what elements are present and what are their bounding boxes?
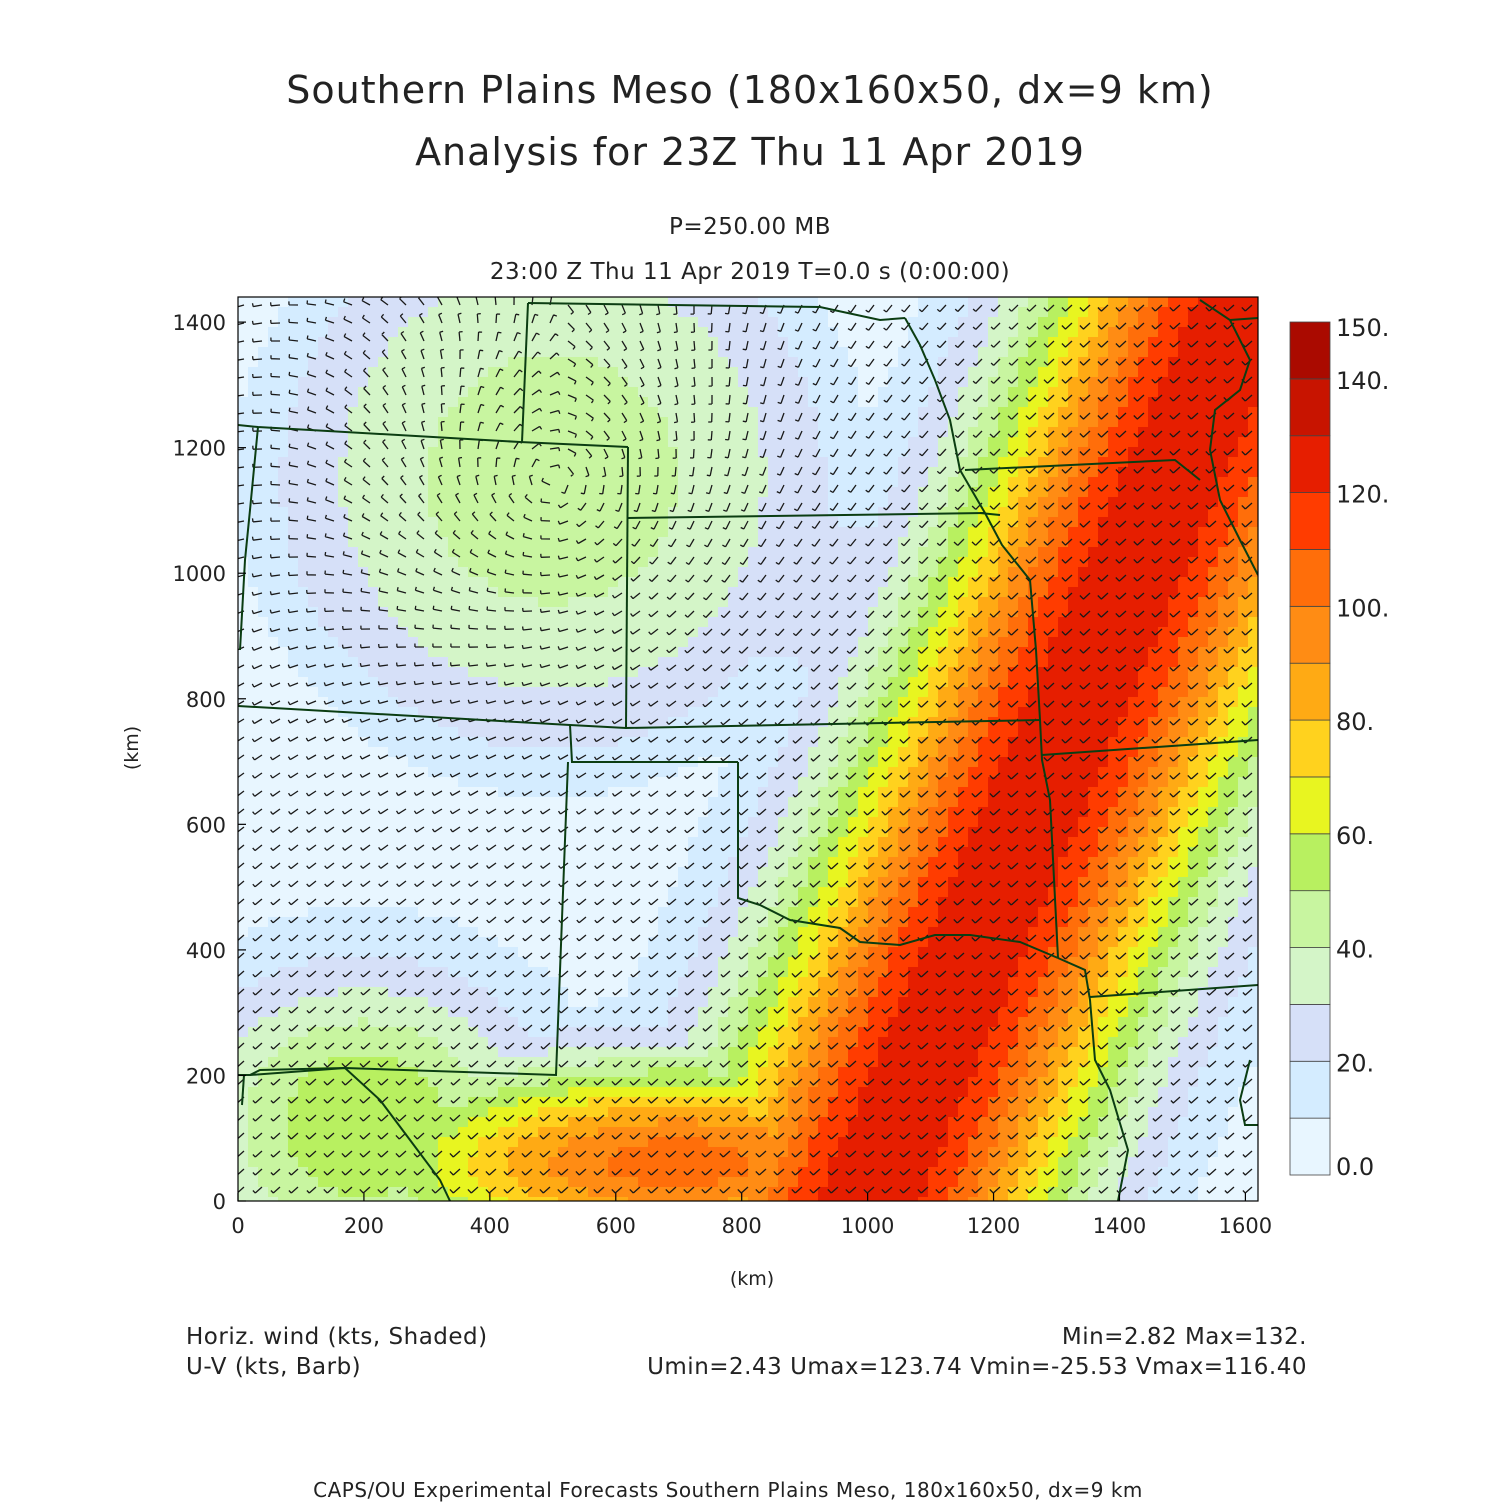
- x-tick-label: 400: [470, 1214, 510, 1238]
- colorbar-swatch: [1290, 322, 1330, 379]
- colorbar-swatch: [1290, 1118, 1330, 1175]
- field-desc-barb: U-V (kts, Barb): [186, 1354, 361, 1380]
- x-tick-label: 0: [231, 1214, 244, 1238]
- colorbar-swatch: [1290, 549, 1330, 606]
- y-tick-label: 400: [186, 939, 226, 963]
- y-tick-label: 1400: [173, 311, 226, 335]
- colorbar-label: 20.: [1336, 1049, 1374, 1077]
- colorbar-swatch: [1290, 493, 1330, 550]
- y-tick-label: 1000: [173, 562, 226, 586]
- colorbar-swatch: [1290, 834, 1330, 891]
- colorbar: [1290, 322, 1330, 1175]
- colorbar-label: 40.: [1336, 936, 1374, 964]
- colorbar-swatch: [1290, 948, 1330, 1005]
- field-desc-shaded: Horiz. wind (kts, Shaded): [186, 1324, 488, 1350]
- y-tick-label: 0: [213, 1190, 226, 1214]
- x-tick-label: 800: [722, 1214, 762, 1238]
- x-axis-label: (km): [730, 1268, 774, 1290]
- uv-stats: Umin=2.43 Umax=123.74 Vmin=-25.53 Vmax=1…: [647, 1354, 1307, 1380]
- colorbar-swatch: [1290, 891, 1330, 948]
- colorbar-label: 120.: [1336, 481, 1389, 509]
- y-axis-label: (km): [121, 726, 143, 770]
- x-tick-label: 1400: [1093, 1214, 1146, 1238]
- colorbar-label: 140.: [1336, 367, 1389, 395]
- colorbar-swatch: [1290, 720, 1330, 777]
- colorbar-swatch: [1290, 777, 1330, 834]
- colorbar-swatch: [1290, 436, 1330, 493]
- colorbar-swatch: [1290, 606, 1330, 663]
- colorbar-label: 150.: [1336, 314, 1389, 342]
- colorbar-swatch: [1290, 379, 1330, 436]
- credit-line: CAPS/OU Experimental Forecasts Southern …: [0, 1478, 1456, 1502]
- x-tick-label: 600: [596, 1214, 636, 1238]
- colorbar-label: 80.: [1336, 708, 1374, 736]
- y-tick-label: 200: [186, 1064, 226, 1088]
- colorbar-label: 0.0: [1336, 1153, 1374, 1181]
- colorbar-labels: 0.0 20. 40. 60. 80. 100. 120. 140. 150.: [1336, 314, 1389, 1181]
- colorbar-swatch: [1290, 663, 1330, 720]
- y-tick-label: 1200: [173, 437, 226, 461]
- colorbar-label: 100.: [1336, 594, 1389, 622]
- x-tick-label: 1000: [841, 1214, 894, 1238]
- colorbar-swatch: [1290, 1061, 1330, 1118]
- x-tick-label: 200: [344, 1214, 384, 1238]
- x-tick-label: 1200: [967, 1214, 1020, 1238]
- x-tick-label: 1600: [1219, 1214, 1272, 1238]
- y-tick-label: 600: [186, 813, 226, 837]
- y-tick-label: 800: [186, 688, 226, 712]
- min-max-stats: Min=2.82 Max=132.: [1062, 1324, 1307, 1350]
- colorbar-label: 60.: [1336, 822, 1374, 850]
- colorbar-swatch: [1290, 1004, 1330, 1061]
